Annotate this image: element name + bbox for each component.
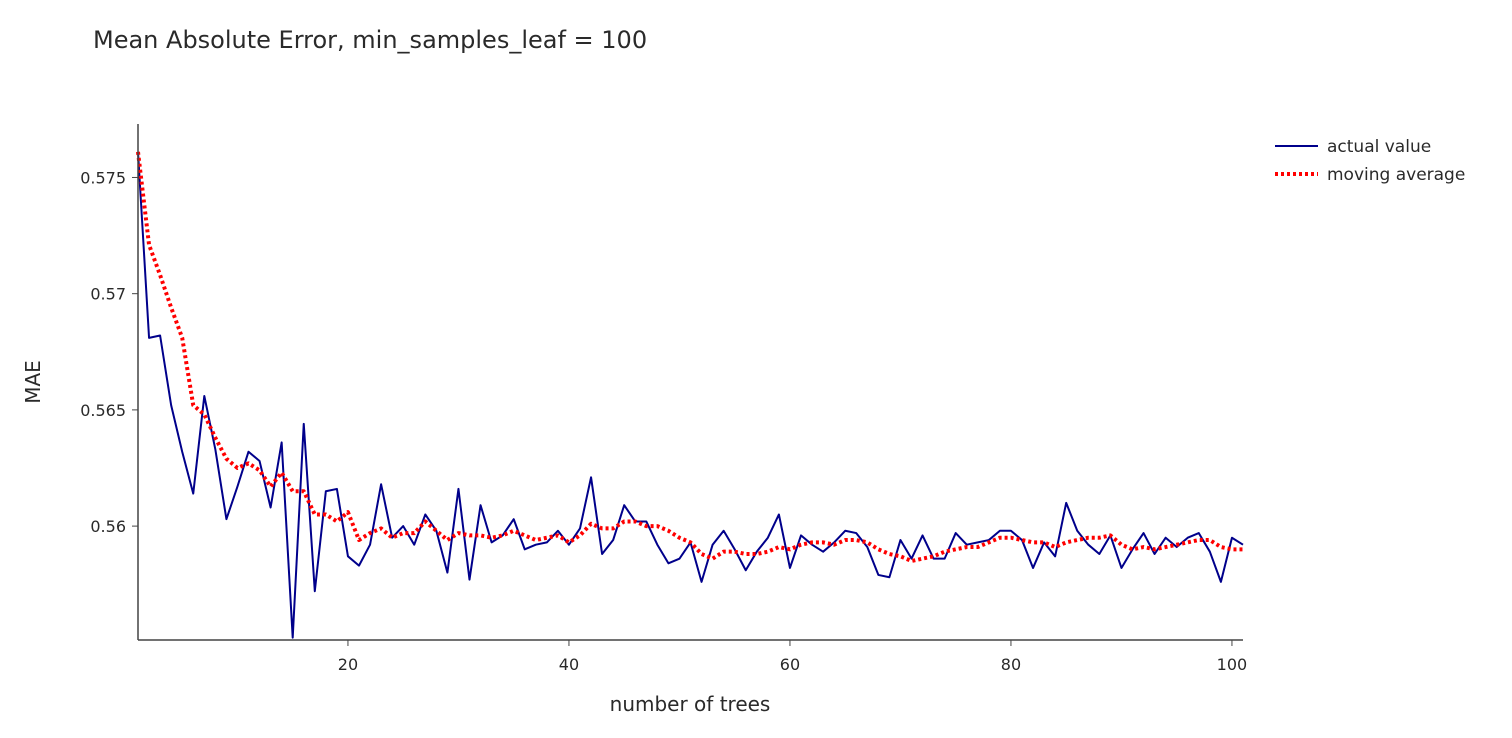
x-tick-label: 20 — [338, 655, 358, 674]
x-tick-label: 40 — [559, 655, 579, 674]
series-line-actual-value — [137, 151, 1244, 639]
legend: actual value moving average — [1275, 137, 1465, 185]
y-tick-label: 0.57 — [90, 285, 126, 304]
y-ticks: 0.56 0.565 0.57 0.575 — [80, 168, 138, 536]
legend-label: moving average — [1327, 165, 1465, 185]
y-axis-title: MAE — [21, 360, 45, 404]
x-tick-label: 60 — [780, 655, 800, 674]
x-axis-title: number of trees — [610, 692, 771, 716]
series-line-moving-average — [136, 151, 1243, 563]
plot-area — [136, 151, 1244, 639]
y-tick-label: 0.56 — [90, 517, 126, 536]
y-tick-label: 0.575 — [80, 168, 126, 187]
x-tick-label: 100 — [1217, 655, 1248, 674]
x-ticks: 20 40 60 80 100 — [338, 640, 1247, 674]
y-tick-label: 0.565 — [80, 401, 126, 420]
x-tick-label: 80 — [1001, 655, 1021, 674]
legend-label: actual value — [1327, 137, 1431, 157]
chart-title: Mean Absolute Error, min_samples_leaf = … — [93, 26, 647, 54]
